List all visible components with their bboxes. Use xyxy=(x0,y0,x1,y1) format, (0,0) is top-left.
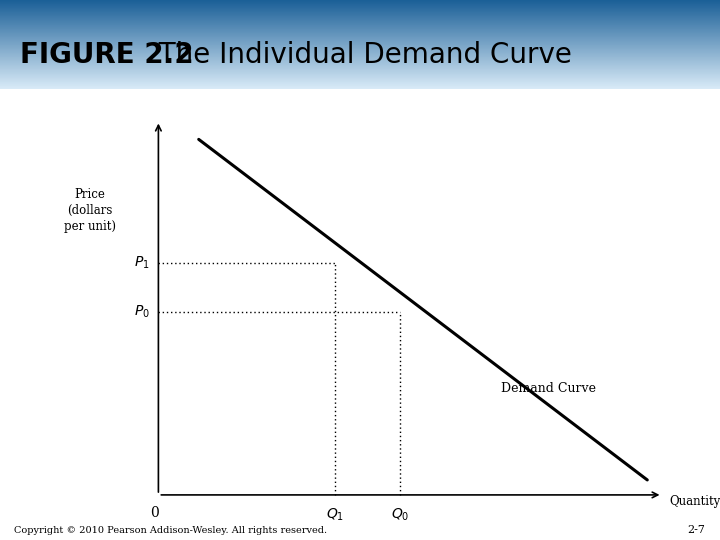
Text: 2-7: 2-7 xyxy=(688,524,706,535)
Text: Demand Curve: Demand Curve xyxy=(501,382,596,395)
Text: $Q_1$: $Q_1$ xyxy=(325,506,344,523)
Text: Price
(dollars
per unit): Price (dollars per unit) xyxy=(64,188,116,233)
Text: Quantity: Quantity xyxy=(670,495,720,508)
Text: $P_0$: $P_0$ xyxy=(134,303,150,320)
Text: $Q_0$: $Q_0$ xyxy=(391,506,410,523)
Text: FIGURE 2.2: FIGURE 2.2 xyxy=(20,41,194,69)
Text: Copyright © 2010 Pearson Addison-Wesley. All rights reserved.: Copyright © 2010 Pearson Addison-Wesley.… xyxy=(14,525,328,535)
Text: The Individual Demand Curve: The Individual Demand Curve xyxy=(141,41,572,69)
Text: $P_1$: $P_1$ xyxy=(134,255,150,271)
Text: 0: 0 xyxy=(150,506,159,520)
